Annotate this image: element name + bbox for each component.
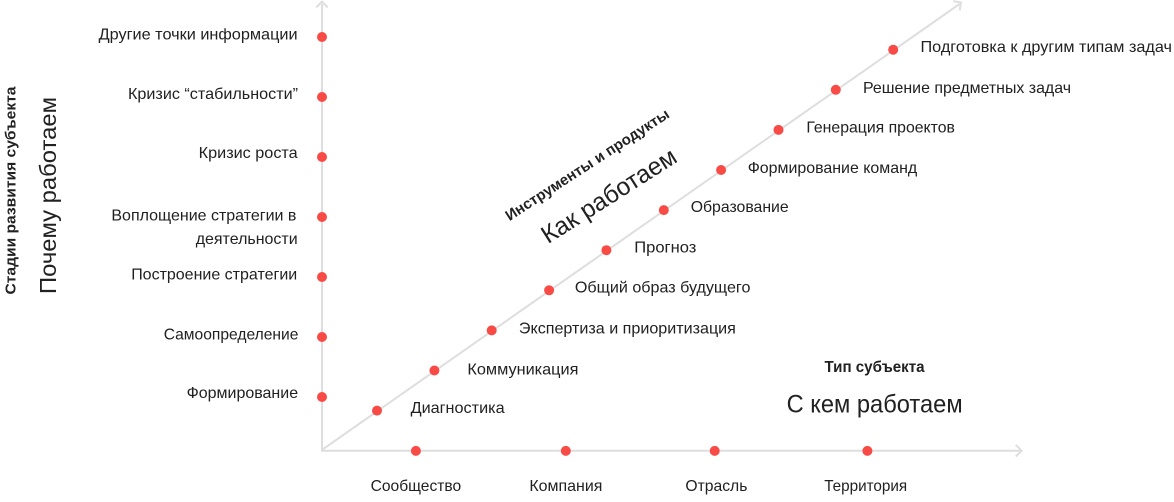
svg-text:Другие точки информации: Другие точки информации: [99, 27, 298, 44]
svg-text:Кризис “стабильности”: Кризис “стабильности”: [128, 86, 298, 103]
svg-text:Прогноз: Прогноз: [634, 240, 696, 257]
svg-text:Подготовка к другим типам зада: Подготовка к другим типам задач: [921, 39, 1173, 56]
svg-text:Отрасль: Отрасль: [685, 478, 747, 495]
svg-text:Тип субъекта: Тип субъекта: [825, 359, 925, 376]
svg-text:Компания: Компания: [529, 478, 602, 495]
svg-text:Решение предметных задач: Решение предметных задач: [863, 80, 1071, 97]
svg-text:Диагностика: Диагностика: [411, 400, 505, 417]
svg-text:Генерация проектов: Генерация проектов: [806, 119, 955, 136]
svg-text:Формирование команд: Формирование команд: [748, 160, 918, 177]
svg-text:Образование: Образование: [691, 199, 789, 216]
svg-text:Воплощение стратегии в: Воплощение стратегии в: [111, 207, 296, 224]
svg-text:Территория: Территория: [824, 478, 907, 495]
svg-text:С кем работаем: С кем работаем: [787, 391, 963, 419]
svg-text:Построение стратегии: Построение стратегии: [131, 267, 297, 284]
svg-text:Формирование: Формирование: [187, 385, 299, 402]
svg-text:Почему работаем: Почему работаем: [35, 97, 61, 294]
svg-text:Стадии развития субъекта: Стадии развития субъекта: [4, 86, 20, 295]
svg-text:деятельности: деятельности: [196, 231, 298, 248]
svg-text:Сообщество: Сообщество: [371, 478, 462, 495]
svg-text:Коммуникация: Коммуникация: [467, 361, 578, 378]
svg-text:Экспертиза и приоритизация: Экспертиза и приоритизация: [519, 321, 736, 338]
svg-text:Кризис роста: Кризис роста: [199, 145, 298, 162]
svg-text:Общий образ будущего: Общий образ будущего: [575, 279, 751, 296]
svg-text:Самоопределение: Самоопределение: [164, 327, 299, 344]
